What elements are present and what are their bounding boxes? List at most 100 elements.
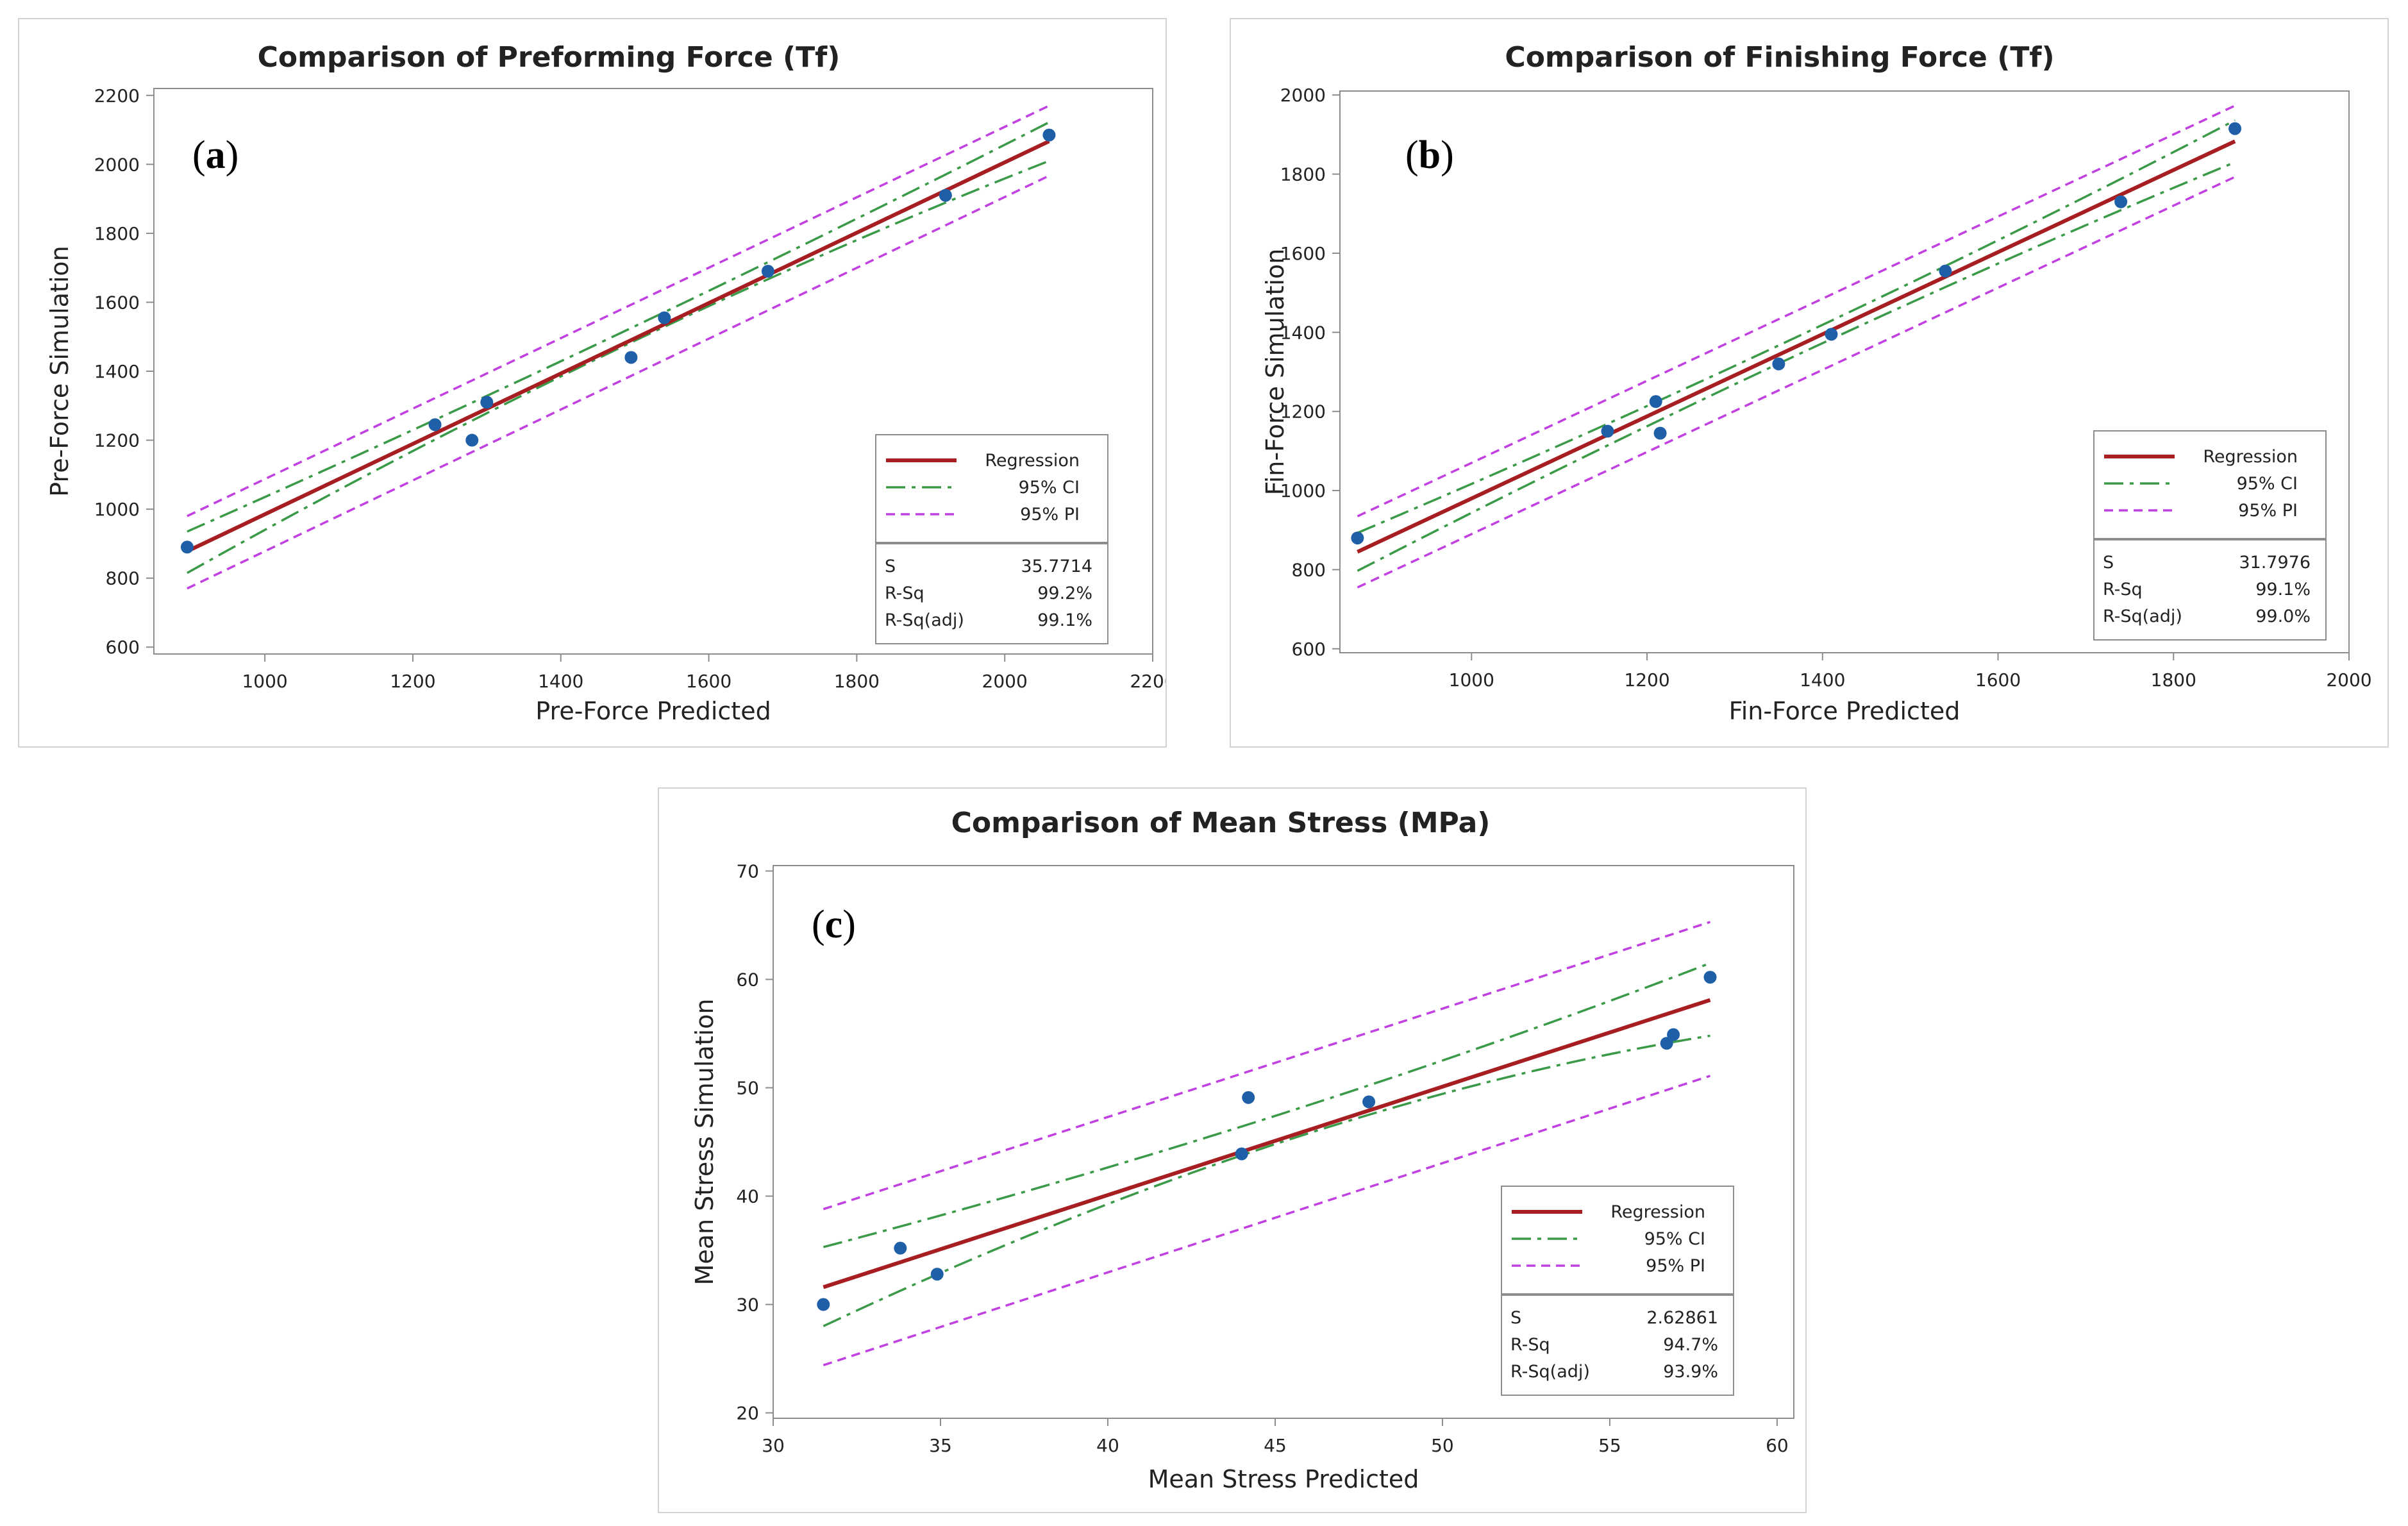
data-point-b bbox=[2114, 195, 2128, 208]
panel-tag-a: (a) bbox=[192, 133, 238, 177]
panel-c-mean-stress: Comparison of Mean Stress (MPa) 30 35 40 45 5… bbox=[658, 787, 1807, 1513]
legend-label-pi-b: 95% PI bbox=[2238, 501, 2298, 521]
data-point-a bbox=[180, 541, 194, 554]
data-point-a bbox=[465, 433, 479, 447]
stats-value-c: 2.62861 bbox=[1646, 1308, 1718, 1328]
plot-area-b bbox=[1357, 105, 2236, 589]
x-tick-label-a: 2200 bbox=[1130, 671, 1166, 692]
x-tick-label-c: 45 bbox=[1264, 1435, 1287, 1456]
ci-lower-line-b bbox=[1357, 161, 2236, 572]
legend-label-regression-a: Regression bbox=[985, 451, 1080, 471]
x-axis-label-b: Fin-Force Predicted bbox=[1729, 697, 1961, 725]
data-point-c bbox=[1242, 1091, 1255, 1104]
x-tick-label-b: 2000 bbox=[2326, 669, 2371, 691]
data-point-b bbox=[1601, 424, 1614, 438]
y-tick-label-b: 1000 bbox=[1280, 480, 1326, 501]
y-tick-label-b: 1600 bbox=[1280, 243, 1326, 264]
x-tick-label-c: 35 bbox=[929, 1435, 952, 1456]
stats-key-a: S bbox=[885, 557, 896, 576]
y-axis-label-b: Fin-Force Simulation bbox=[1261, 249, 1289, 496]
ci-lower-line-c bbox=[823, 1034, 1710, 1327]
y-tick-label-b: 2000 bbox=[1280, 85, 1326, 106]
chart-a: Comparison of Preforming Force (Tf) 1000 1… bbox=[46, 41, 1166, 725]
legend-label-regression-b: Regression bbox=[2203, 447, 2298, 467]
ci-upper-line-a bbox=[187, 121, 1050, 533]
stats-key-a: R-Sq bbox=[885, 583, 924, 603]
data-point-a bbox=[1042, 128, 1056, 142]
y-tick-label-c: 50 bbox=[736, 1077, 759, 1098]
stats-key-c: R-Sq bbox=[1510, 1335, 1550, 1355]
stats-value-a: 99.2% bbox=[1037, 583, 1092, 603]
stats-box-a bbox=[875, 543, 1108, 644]
legend-box-b bbox=[2093, 430, 2327, 539]
stats-key-b: S bbox=[2103, 553, 2114, 573]
x-tick-label-a: 1400 bbox=[538, 671, 583, 692]
data-point-c bbox=[817, 1298, 830, 1311]
plot-area-c bbox=[823, 921, 1711, 1366]
pi-upper-line-c bbox=[823, 921, 1711, 1211]
chart-title-b: Comparison of Finishing Force (Tf) bbox=[1505, 41, 2054, 74]
chart-title-c: Comparison of Mean Stress (MPa) bbox=[951, 807, 1491, 839]
plot-frame-c bbox=[773, 865, 1794, 1419]
stats-box-c bbox=[1501, 1295, 1734, 1396]
legend-box-c bbox=[1501, 1186, 1734, 1295]
chart-b: Comparison of Finishing Force (Tf) 1000 12… bbox=[1261, 41, 2372, 725]
legend-label-ci-b: 95% CI bbox=[2237, 474, 2298, 494]
panel-a-preforming-force: Comparison of Preforming Force (Tf) 1000 1… bbox=[18, 18, 1167, 748]
pi-lower-line-a bbox=[187, 174, 1050, 590]
x-tick-label-c: 60 bbox=[1766, 1435, 1789, 1456]
y-tick-label-a: 800 bbox=[106, 568, 140, 589]
data-point-b bbox=[1825, 328, 1838, 341]
y-tick-label-c: 40 bbox=[736, 1186, 759, 1207]
y-tick-label-a: 1400 bbox=[94, 361, 140, 382]
x-tick-label-a: 1600 bbox=[686, 671, 732, 692]
stats-key-a: R-Sq(adj) bbox=[885, 610, 964, 630]
y-tick-label-b: 600 bbox=[1292, 639, 1326, 660]
data-point-b bbox=[1939, 264, 1952, 278]
legend-label-regression-c: Regression bbox=[1610, 1202, 1705, 1222]
stats-key-b: R-Sq(adj) bbox=[2103, 607, 2182, 626]
y-tick-label-b: 1800 bbox=[1280, 164, 1326, 185]
x-tick-label-c: 40 bbox=[1096, 1435, 1119, 1456]
x-tick-label-c: 50 bbox=[1431, 1435, 1454, 1456]
x-tick-label-a: 1800 bbox=[834, 671, 880, 692]
data-point-b bbox=[1351, 532, 1364, 545]
x-tick-label-b: 1400 bbox=[1800, 669, 1845, 691]
x-axis-label-a: Pre-Force Predicted bbox=[535, 697, 771, 725]
stats-value-c: 93.9% bbox=[1663, 1362, 1718, 1382]
data-point-a bbox=[658, 311, 671, 324]
x-tick-label-a: 1000 bbox=[242, 671, 287, 692]
y-tick-label-a: 1200 bbox=[94, 430, 140, 451]
y-tick-label-a: 600 bbox=[106, 637, 140, 658]
legend-label-pi-a: 95% PI bbox=[1020, 505, 1080, 524]
regression-line-b bbox=[1357, 139, 2236, 554]
ci-upper-line-b bbox=[1357, 119, 2236, 534]
plot-frame-b bbox=[1339, 90, 2350, 653]
data-point-c bbox=[1667, 1028, 1680, 1041]
x-tick-label-b: 1800 bbox=[2151, 669, 2196, 691]
stats-key-b: R-Sq bbox=[2103, 580, 2143, 600]
x-tick-label-b: 1000 bbox=[1449, 669, 1494, 691]
y-tick-label-a: 2200 bbox=[94, 85, 140, 106]
data-point-b bbox=[1653, 426, 1667, 440]
regression-line-c bbox=[823, 998, 1711, 1289]
data-point-c bbox=[1362, 1095, 1376, 1109]
data-point-a bbox=[624, 351, 638, 364]
data-point-b bbox=[1772, 357, 1785, 371]
y-tick-label-b: 1400 bbox=[1280, 322, 1326, 343]
data-point-c bbox=[930, 1268, 944, 1281]
data-point-a bbox=[939, 189, 952, 202]
y-tick-label-b: 800 bbox=[1292, 559, 1326, 580]
x-axis-label-c: Mean Stress Predicted bbox=[1148, 1465, 1419, 1493]
regression-line-a bbox=[186, 139, 1050, 553]
y-tick-label-a: 1600 bbox=[94, 292, 140, 313]
y-tick-label-a: 1000 bbox=[94, 499, 140, 520]
stats-value-b: 99.0% bbox=[2255, 607, 2311, 626]
data-point-c bbox=[894, 1241, 907, 1255]
x-tick-label-a: 1200 bbox=[390, 671, 435, 692]
stats-key-c: R-Sq(adj) bbox=[1510, 1362, 1590, 1382]
legend-label-ci-c: 95% CI bbox=[1644, 1229, 1705, 1249]
x-tick-label-c: 55 bbox=[1598, 1435, 1621, 1456]
x-tick-label-a: 2000 bbox=[982, 671, 1028, 692]
y-tick-label-c: 20 bbox=[736, 1403, 759, 1424]
